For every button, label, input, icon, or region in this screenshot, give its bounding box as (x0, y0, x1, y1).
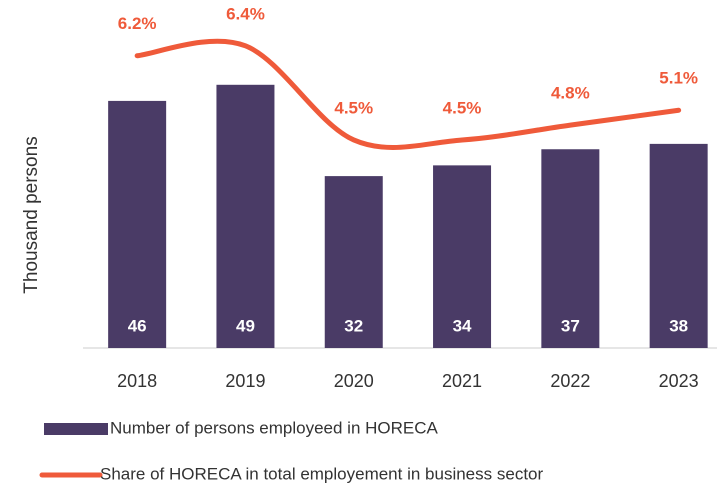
line-value-label: 4.5% (334, 98, 373, 117)
bar-value-label: 32 (344, 316, 363, 335)
bar-value-label: 38 (669, 316, 688, 335)
x-tick-label: 2022 (550, 371, 590, 391)
bar (216, 84, 275, 349)
line-value-label: 4.8% (551, 84, 590, 103)
line-value-label: 6.2% (118, 14, 157, 33)
bar-value-label: 46 (128, 316, 147, 335)
line-value-label: 5.1% (659, 69, 698, 88)
x-tick-label: 2019 (225, 371, 265, 391)
line-value-label: 6.4% (226, 4, 265, 23)
legend-swatch (44, 423, 108, 435)
x-tick-label: 2020 (334, 371, 374, 391)
bar-value-label: 34 (453, 316, 472, 335)
bar (108, 100, 167, 349)
x-tick-label: 2021 (442, 371, 482, 391)
x-tick-label: 2023 (659, 371, 699, 391)
legend-label: Share of HORECA in total employement in … (100, 464, 543, 483)
line (134, 38, 682, 151)
bar (649, 143, 708, 348)
line-value-label: 4.5% (443, 98, 482, 117)
bar-value-label: 49 (236, 316, 255, 335)
y-axis-label: Thousand persons (21, 136, 42, 293)
legend-label: Number of persons employeed in HORECA (110, 418, 439, 437)
bar (433, 165, 492, 348)
bar (324, 176, 383, 348)
bar-value-label: 37 (561, 316, 580, 335)
x-tick-label: 2018 (117, 371, 157, 391)
bar (541, 149, 600, 348)
